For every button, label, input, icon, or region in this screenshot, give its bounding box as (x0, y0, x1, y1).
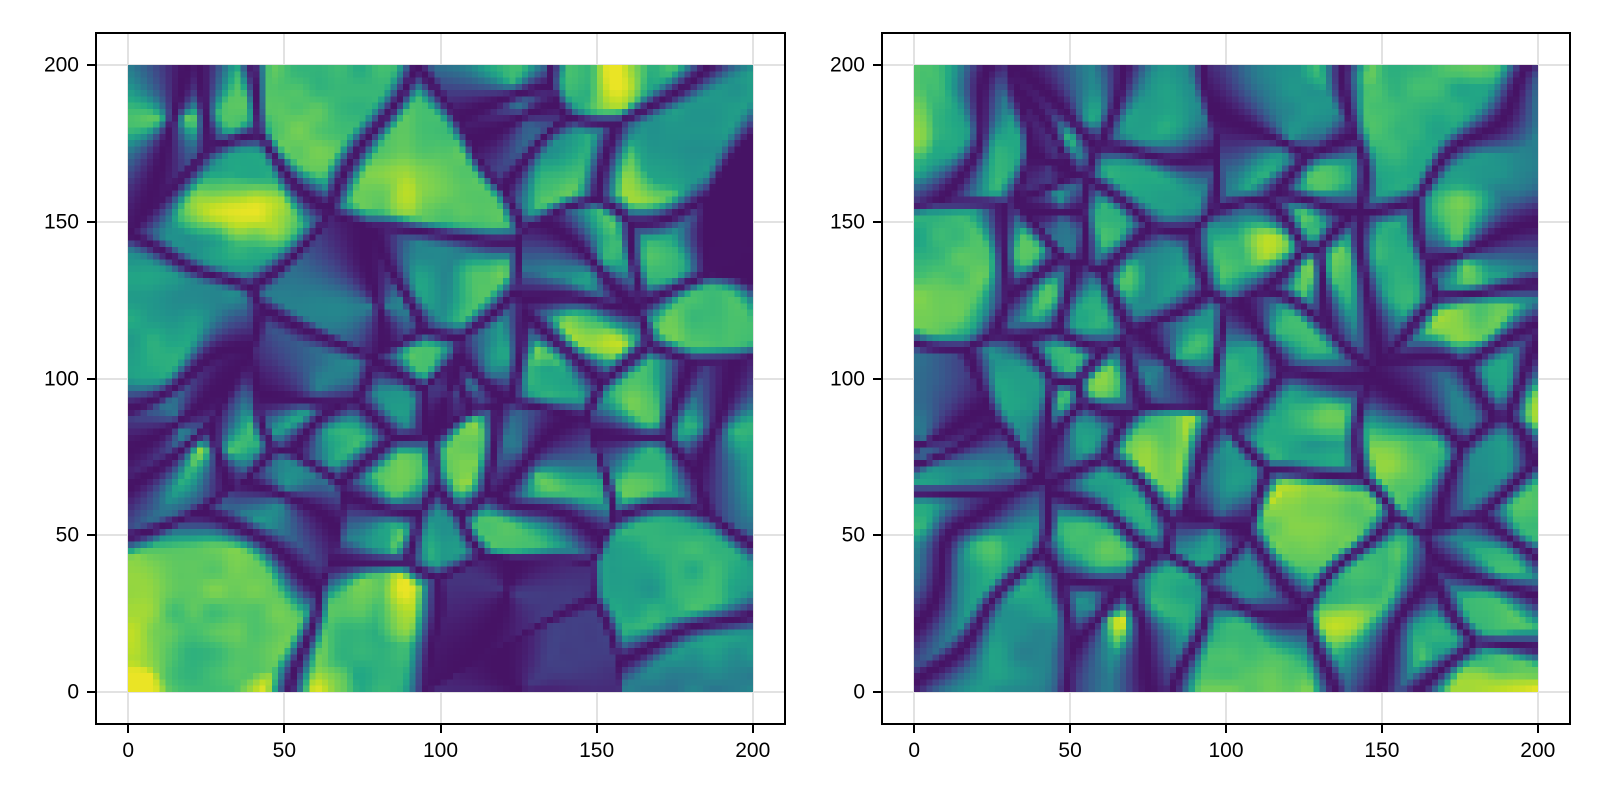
y-tick-label: 0 (67, 680, 79, 704)
x-tick-label: 0 (122, 739, 135, 762)
x-tick-label: 100 (422, 739, 459, 762)
y-tick-label: 150 (43, 210, 79, 234)
x-tick-label: 0 (908, 739, 921, 762)
y-tick-label: 50 (55, 523, 79, 547)
y-tick (873, 534, 881, 537)
x-tick (1069, 725, 1072, 733)
y-tick-label: 200 (829, 53, 865, 77)
y-tick-label: 100 (829, 366, 865, 390)
y-tick (87, 377, 95, 380)
x-tick-label: 100 (1208, 739, 1244, 762)
right-heatmap-image (914, 65, 1538, 692)
x-tick (283, 725, 286, 733)
x-tick (595, 725, 598, 733)
y-tick (87, 690, 95, 693)
x-tick (439, 725, 442, 733)
x-tick-label: 150 (579, 739, 615, 762)
x-tick-label: 50 (272, 739, 297, 762)
y-gridline (883, 690, 1569, 693)
y-tick (873, 220, 881, 223)
y-tick-label: 50 (841, 523, 865, 547)
x-tick (127, 725, 130, 733)
x-tick (1380, 725, 1383, 733)
y-tick (87, 64, 95, 67)
y-tick (87, 220, 95, 223)
x-tick (913, 725, 916, 733)
left-heatmap-panel: 0 50 100 150 200 0 50 100 150 200 (44, 32, 786, 762)
y-tick-label: 100 (43, 366, 79, 390)
x-tick-label: 200 (1520, 739, 1556, 762)
x-tick-label: 50 (1058, 739, 1082, 762)
y-tick-label: 200 (43, 53, 79, 77)
y-tick-label: 0 (853, 680, 865, 704)
y-tick (873, 690, 881, 693)
x-tick-label: 200 (735, 739, 771, 762)
x-tick (1536, 725, 1539, 733)
y-tick-label: 150 (829, 210, 865, 234)
x-tick (751, 725, 754, 733)
right-heatmap-panel: 0 50 100 150 200 0 50 100 150 200 (830, 32, 1571, 762)
y-tick (873, 64, 881, 67)
y-tick (873, 377, 881, 380)
x-tick (1225, 725, 1227, 733)
x-tick-label: 150 (1364, 739, 1400, 762)
y-gridline (97, 690, 784, 693)
left-heatmap-image (128, 65, 753, 692)
y-tick (87, 534, 95, 537)
